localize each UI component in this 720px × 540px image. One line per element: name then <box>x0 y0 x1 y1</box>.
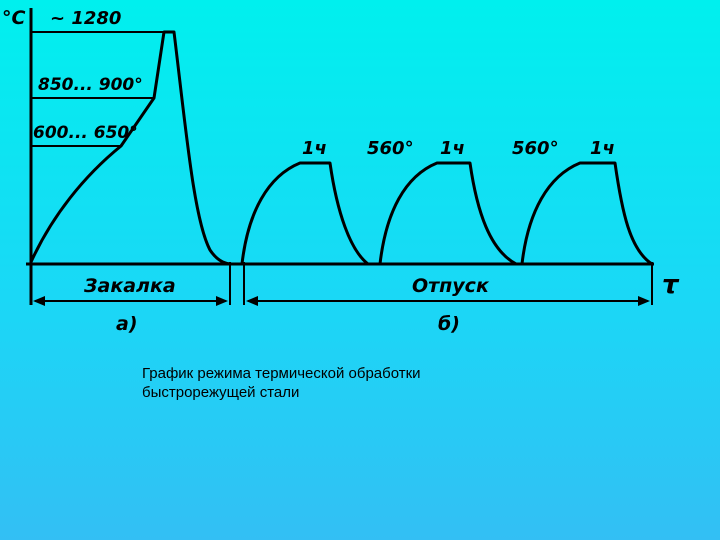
figure-caption: График режима термической обработки быст… <box>142 364 502 402</box>
caption-line-2: быстрорежущей стали <box>142 384 300 401</box>
first-preheat-label: 600... 650° <box>33 123 138 143</box>
tempering-curve-1 <box>240 161 369 266</box>
quench-arrow-right <box>216 296 228 306</box>
y-axis-unit: °C <box>2 7 26 29</box>
temper-letter: б) <box>438 313 460 335</box>
temper-temp-label-2: 560° <box>512 138 559 159</box>
quench-arrow-left <box>33 296 45 306</box>
x-axis-symbol: τ <box>662 270 680 300</box>
temper-arrow-left <box>246 296 258 306</box>
hold-label-2: 1ч <box>440 138 465 159</box>
temper-arrow-right <box>638 296 650 306</box>
quench-curve <box>29 30 233 266</box>
tempering-curve-3 <box>520 161 653 266</box>
quench-label: Закалка <box>83 275 176 297</box>
hold-label-1: 1ч <box>302 138 327 159</box>
peak-temp-label: ~ 1280 <box>50 8 121 29</box>
second-preheat-label: 850... 900° <box>38 75 143 95</box>
hold-label-3: 1ч <box>590 138 615 159</box>
tempering-curve-2 <box>378 161 517 266</box>
temper-temp-label-1: 560° <box>367 138 414 159</box>
temper-label: Отпуск <box>412 275 490 297</box>
caption-line-1: График режима термической обработки <box>142 365 421 382</box>
quench-letter: а) <box>116 313 138 335</box>
